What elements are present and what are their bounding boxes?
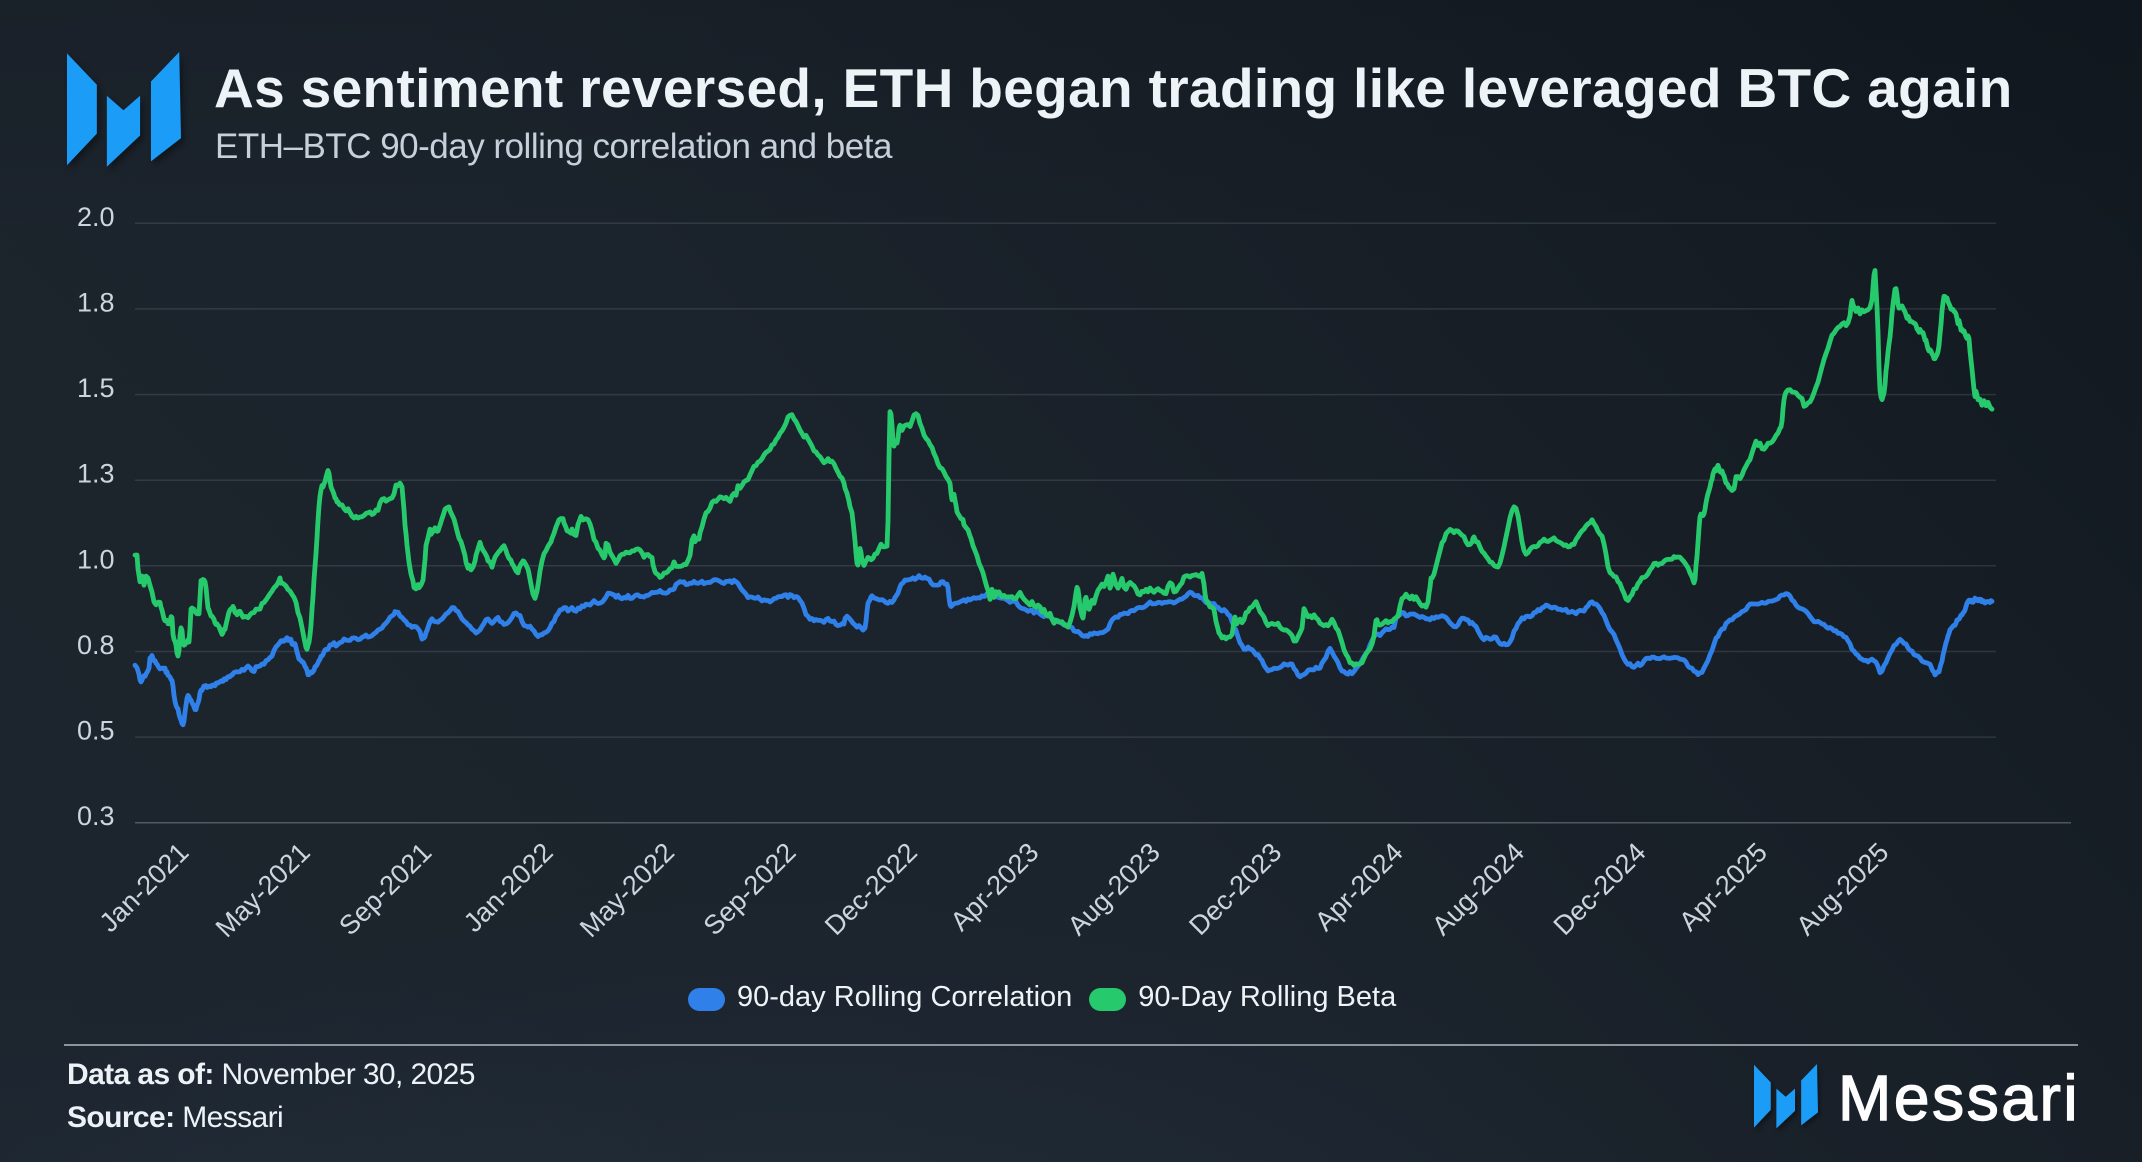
svg-text:0.8: 0.8 (77, 630, 115, 660)
svg-text:Apr-2025: Apr-2025 (1673, 837, 1773, 937)
svg-text:Aug-2025: Aug-2025 (1790, 837, 1894, 941)
svg-text:Sep-2021: Sep-2021 (333, 837, 437, 941)
svg-text:Sep-2022: Sep-2022 (698, 837, 802, 941)
svg-text:1.8: 1.8 (77, 287, 115, 317)
svg-text:Dec-2024: Dec-2024 (1548, 837, 1652, 941)
svg-text:Apr-2023: Apr-2023 (945, 837, 1045, 937)
svg-text:Apr-2024: Apr-2024 (1309, 837, 1409, 937)
svg-text:0.5: 0.5 (77, 716, 115, 746)
svg-text:Jan-2022: Jan-2022 (458, 837, 559, 938)
svg-text:0.3: 0.3 (77, 801, 115, 831)
svg-text:Dec-2022: Dec-2022 (819, 837, 923, 941)
svg-text:1.0: 1.0 (77, 544, 115, 574)
svg-text:1.5: 1.5 (77, 373, 115, 403)
svg-text:May-2022: May-2022 (574, 837, 680, 943)
svg-text:Dec-2023: Dec-2023 (1183, 837, 1287, 941)
svg-text:May-2021: May-2021 (210, 837, 316, 943)
svg-text:1.3: 1.3 (77, 459, 115, 489)
svg-text:Aug-2024: Aug-2024 (1426, 837, 1530, 941)
svg-text:2.0: 2.0 (77, 202, 115, 232)
svg-text:Jan-2021: Jan-2021 (94, 837, 195, 938)
svg-text:Aug-2023: Aug-2023 (1062, 837, 1166, 941)
